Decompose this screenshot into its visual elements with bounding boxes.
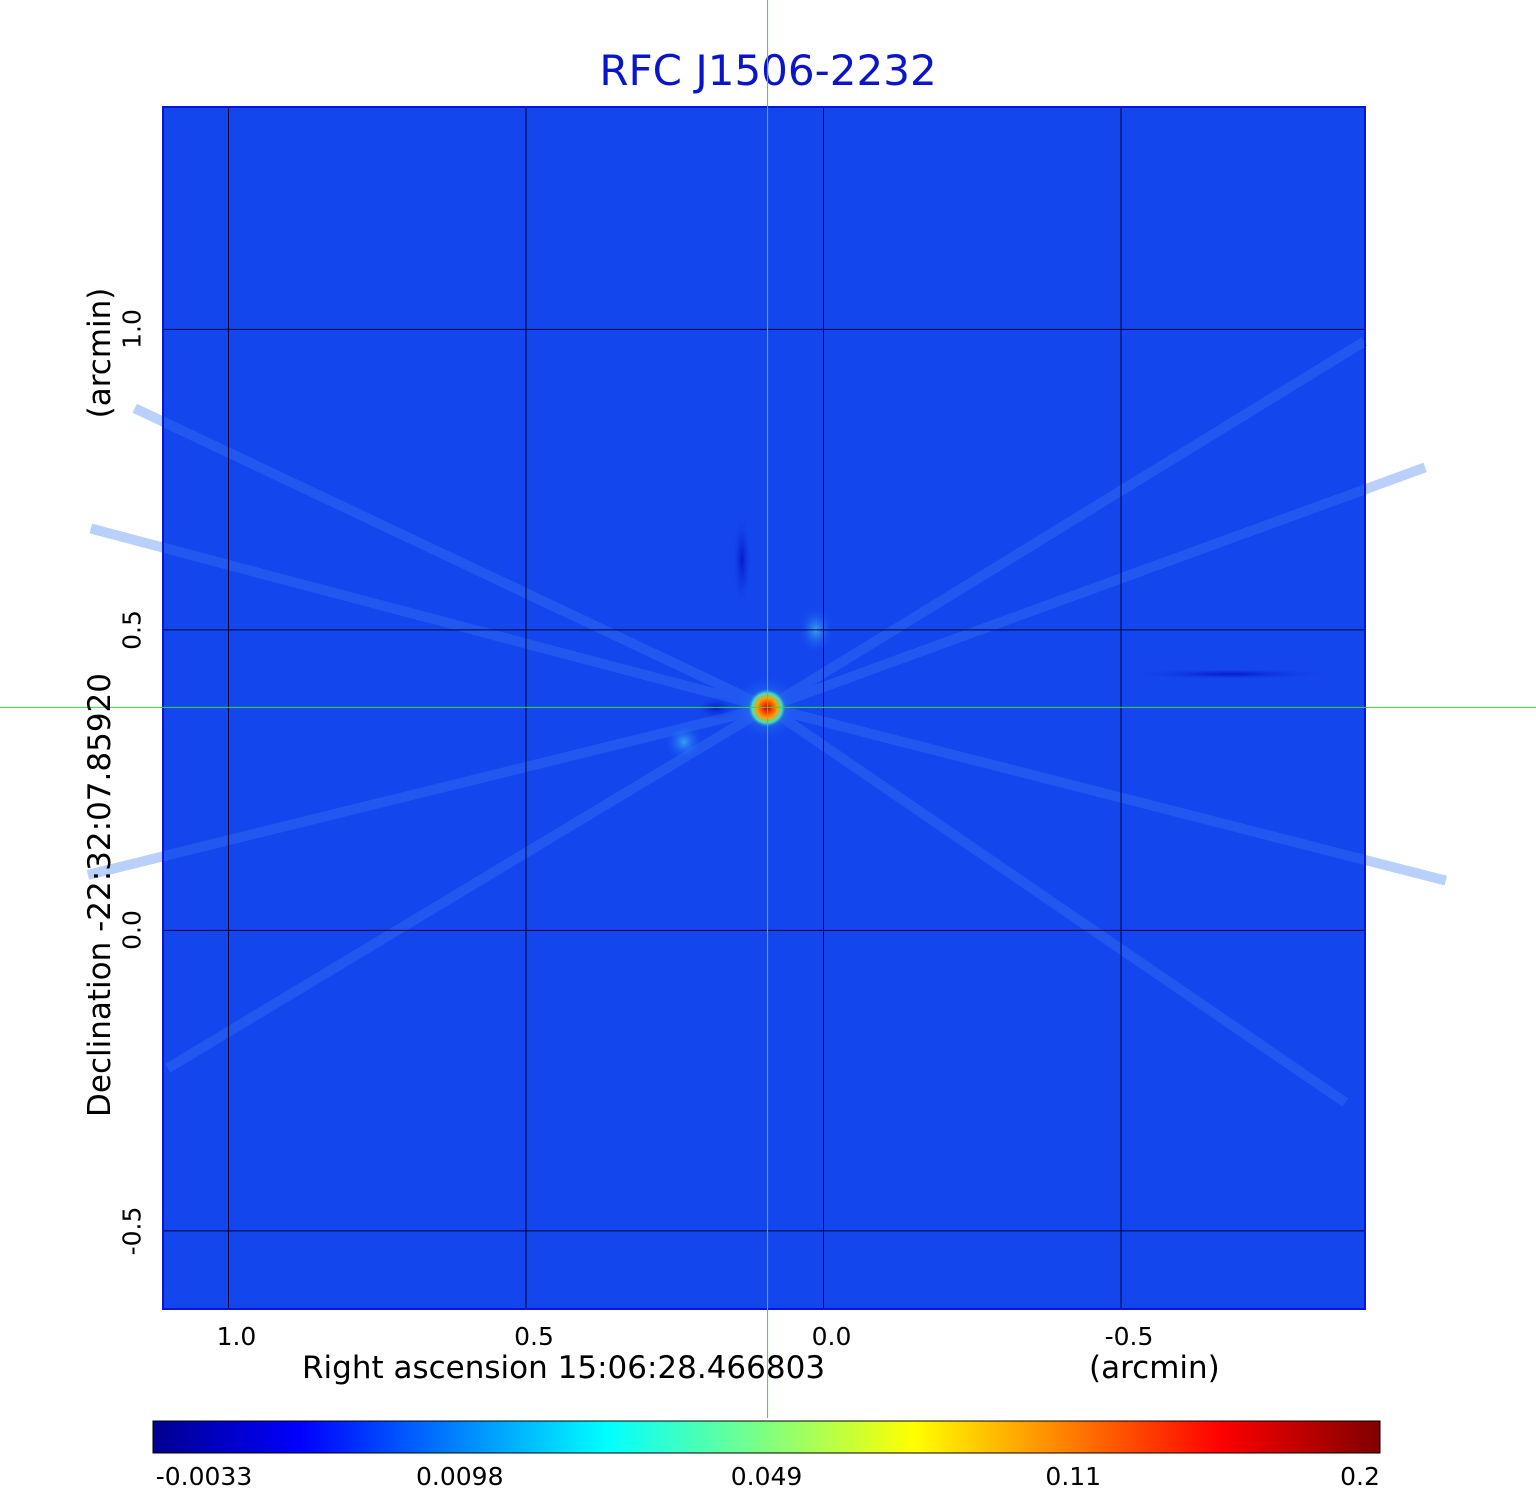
x-axis-label: Right ascension 15:06:28.466803 (302, 1350, 826, 1386)
sidelobe-spoke (89, 523, 769, 713)
colorbar-tick-label: -0.0033 (155, 1462, 253, 1491)
sidelobe-spoke (764, 337, 1367, 712)
colorbar (152, 1420, 1381, 1454)
colorbar-tick-label: 0.0098 (416, 1462, 504, 1491)
x-tick-label: -0.5 (1104, 1322, 1154, 1351)
negative-sidelobe (1120, 668, 1340, 680)
negative-sidelobe (694, 696, 738, 720)
y-axis-unit: (arcmin) (82, 287, 118, 419)
sidelobe-features (86, 337, 1448, 1107)
negative-sidelobe (732, 510, 752, 610)
source-peak (733, 674, 801, 742)
colorbar-tick-label: 0.11 (1045, 1462, 1102, 1491)
colorbar-tick-label: 0.2 (1340, 1462, 1380, 1491)
sidelobe-spoke (165, 703, 771, 1073)
y-tick-label: 1.0 (117, 309, 147, 350)
x-tick-label: 0.5 (514, 1322, 554, 1351)
plot-border (162, 106, 1366, 1310)
y-tick-label: 0.5 (117, 609, 147, 650)
y-axis-label: Declination -22:32:07.85920 (82, 673, 118, 1117)
crosshair (0, 0, 1536, 1418)
sidelobe-spoke (86, 702, 769, 880)
x-tick-label: 1.0 (216, 1322, 257, 1351)
x-axis-unit: (arcmin) (1089, 1350, 1220, 1386)
source-core (747, 688, 787, 728)
grid-lines (163, 107, 1365, 1309)
sidelobe-spoke (765, 462, 1427, 713)
x-tick-label: 0.0 (811, 1322, 852, 1351)
sidelobe-spoke (766, 702, 1448, 886)
sidelobe-spoke (764, 703, 1349, 1107)
positive-sidelobe (664, 722, 704, 762)
colorbar-tick-label: 0.049 (730, 1462, 803, 1491)
y-tick-label: 0.0 (117, 910, 147, 951)
sidelobe-spoke (132, 403, 770, 712)
y-tick-label: -0.5 (117, 1206, 147, 1256)
